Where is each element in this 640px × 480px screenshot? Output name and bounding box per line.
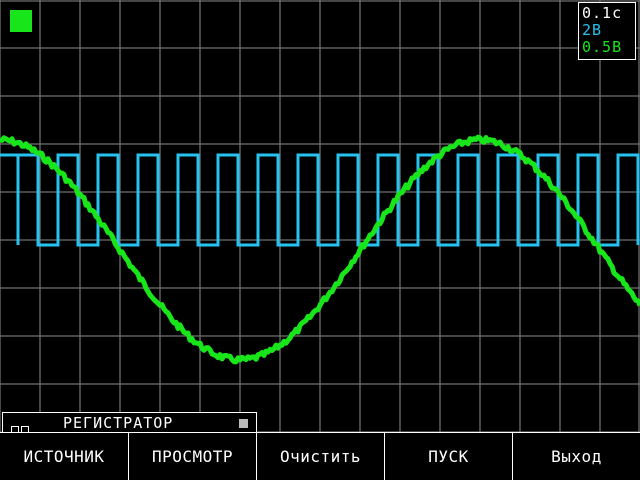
mode-bar: РЕГИСТРАТОР (2, 412, 257, 434)
status-square-icon (239, 419, 248, 428)
sine-wave-trace (0, 134, 640, 365)
scale-readout: 0.1с 2В 0.5В (578, 2, 636, 60)
mode-title: РЕГИСТРАТОР (63, 414, 174, 432)
view-button[interactable]: ПРОСМОТР (129, 433, 257, 480)
grid (0, 0, 640, 432)
ch2-scale: 0.5В (582, 38, 623, 56)
time-scale: 0.1с (582, 4, 623, 22)
ch1-scale: 2В (582, 21, 603, 39)
source-button[interactable]: ИСТОЧНИК (0, 433, 129, 480)
clear-button[interactable]: Очистить (257, 433, 385, 480)
exit-button[interactable]: Выход (513, 433, 640, 480)
waveform-display (0, 0, 640, 432)
start-button[interactable]: ПУСК (385, 433, 513, 480)
softkey-bar: ИСТОЧНИК ПРОСМОТР Очистить ПУСК Выход (0, 432, 640, 480)
run-indicator (10, 10, 32, 32)
square-wave-trace (0, 153, 640, 247)
channels-icon (11, 419, 31, 434)
